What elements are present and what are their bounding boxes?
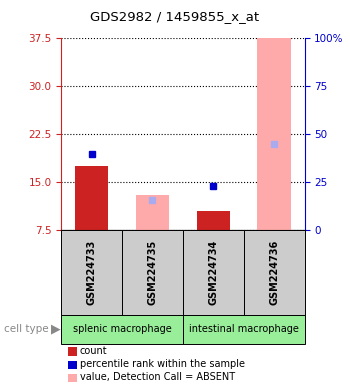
Bar	[197, 211, 230, 230]
Text: count: count	[80, 346, 107, 356]
Text: ▶: ▶	[51, 323, 60, 336]
Bar	[244, 230, 304, 315]
Text: GSM224735: GSM224735	[147, 240, 158, 305]
Bar	[75, 166, 108, 230]
Text: splenic macrophage: splenic macrophage	[73, 324, 172, 334]
Bar	[61, 230, 122, 315]
Bar	[61, 315, 183, 344]
Text: cell type: cell type	[4, 324, 48, 334]
Text: GSM224734: GSM224734	[208, 240, 218, 305]
Bar	[122, 230, 183, 315]
Text: GSM224736: GSM224736	[269, 240, 279, 305]
Text: value, Detection Call = ABSENT: value, Detection Call = ABSENT	[80, 372, 235, 382]
Text: percentile rank within the sample: percentile rank within the sample	[80, 359, 245, 369]
Text: intestinal macrophage: intestinal macrophage	[189, 324, 299, 334]
Bar	[257, 38, 291, 230]
Text: GSM224733: GSM224733	[87, 240, 97, 305]
Bar	[136, 195, 169, 230]
Text: GDS2982 / 1459855_x_at: GDS2982 / 1459855_x_at	[90, 10, 260, 23]
Bar	[183, 230, 244, 315]
Bar	[183, 315, 304, 344]
